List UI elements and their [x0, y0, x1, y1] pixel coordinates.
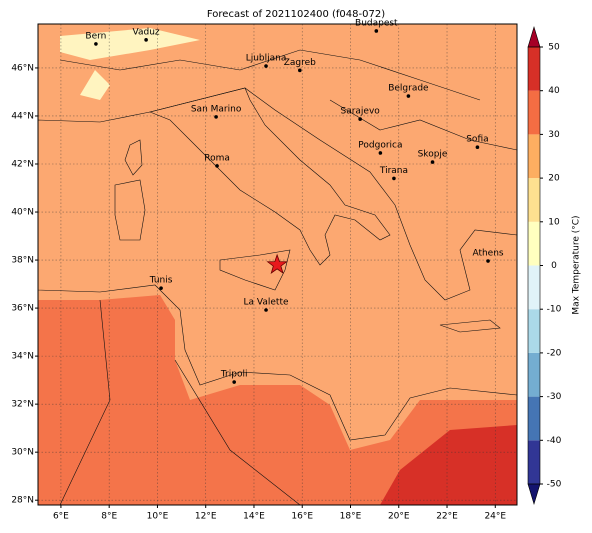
colorbar-over [527, 25, 541, 48]
city-label: Sofia [466, 135, 488, 145]
y-tick-label: 46°N [11, 63, 34, 73]
event-star [266, 253, 288, 274]
sea [38, 87, 517, 441]
x-tick-label: 10°E [147, 512, 169, 522]
city-label: Sarajevo [340, 107, 380, 117]
colorbar-tick-label: 10 [548, 217, 560, 227]
city-label: Tripoli [220, 370, 248, 380]
x-tick-label: 6°E [53, 512, 69, 522]
italy [149, 87, 391, 266]
x-tick-label: 20°E [388, 512, 410, 522]
city-dot [94, 42, 98, 46]
y-tick-label: 28°N [11, 496, 34, 506]
city-label: Vaduz [133, 27, 160, 37]
y-tick-label: 42°N [11, 160, 34, 170]
city-dot [264, 64, 268, 68]
colorbar-segment [528, 265, 540, 310]
city-dot [215, 164, 219, 168]
colorbar: -50 -40 -30 -20 -10 0 10 20 30 40 50 [527, 25, 562, 506]
title: Forecast of 2021102400 (f048-072) [207, 9, 385, 20]
x-tick-label: 12°E [195, 512, 217, 522]
x-tick-label: 24°E [484, 512, 506, 522]
colorbar-tick-label: 40 [548, 86, 560, 96]
city-label: Tirana [379, 166, 408, 176]
x-tick-label: 16°E [291, 512, 313, 522]
city-dot [144, 38, 148, 42]
grid: 6°E 8°E 10°E 12°E 14°E 16°E 18°E 20°E 22°E 24°E 28… [11, 24, 517, 522]
city-label: Athens [472, 249, 503, 259]
colorbar-segment [528, 309, 540, 353]
x-tick-label: 8°E [101, 512, 117, 522]
city-dot [214, 115, 218, 119]
city-dot [298, 68, 302, 73]
city-dot [374, 29, 379, 33]
y-tick-label: 36°N [11, 304, 34, 314]
crete [439, 319, 501, 333]
corsica [124, 139, 143, 176]
y-tick-label: 30°N [11, 448, 34, 458]
sicily [219, 249, 291, 291]
city-dot [406, 94, 411, 98]
map-frame [37, 23, 518, 506]
city-label: Tunis [149, 276, 173, 286]
city-dot [430, 160, 435, 164]
city-label: Bern [85, 31, 106, 41]
colorbar-tick-label: -40 [547, 436, 562, 446]
colorbar-under [527, 483, 541, 506]
city-label: Ljubljana [246, 54, 287, 64]
colorbar-tick-label: -30 [547, 392, 562, 402]
y-tick-label: 44°N [11, 111, 34, 121]
warm-land [38, 295, 517, 505]
colorbar-segment [528, 396, 540, 441]
x-tick-label: 18°E [340, 512, 362, 522]
y-tick-label: 40°N [11, 208, 34, 218]
colorbar-segment [528, 47, 540, 91]
colorbar-tick-label: 0 [551, 261, 557, 271]
city-dot [232, 380, 236, 384]
city-label: San Marino [191, 104, 242, 114]
city-dot [486, 259, 490, 263]
x-tick-label: 22°E [436, 512, 458, 522]
city-label: Belgrade [388, 84, 429, 94]
borders [59, 49, 517, 505]
city-label: Podgorica [358, 140, 402, 150]
city-dot [475, 145, 480, 149]
city-label: Budapest [355, 18, 398, 28]
colorbar-segment [528, 221, 540, 266]
x-tick-label: 14°E [243, 512, 265, 522]
colorbar-tick-label: 50 [548, 43, 560, 53]
city-dot [264, 308, 268, 312]
colorbar-tick-label: 30 [548, 130, 560, 140]
colorbar-tick-label: -10 [547, 305, 562, 315]
y-tick-label: 38°N [11, 256, 34, 266]
colorbar-segment [528, 90, 540, 135]
colorbar-tick-label: -50 [547, 480, 562, 490]
city-dot [159, 286, 163, 290]
city-label: Skopje [418, 150, 448, 160]
y-tick-label: 34°N [11, 352, 34, 362]
cool-land [60, 28, 200, 100]
colorbar-tick-label: 20 [548, 174, 560, 184]
city-label: Roma [204, 153, 230, 163]
colorbar-segment [528, 178, 540, 222]
colorbar-segment [528, 134, 540, 179]
colorbar-segment [528, 440, 540, 484]
colorbar-tick-label: -20 [547, 348, 562, 358]
city-label: Zagreb [284, 58, 316, 68]
colorbar-segment [528, 352, 540, 397]
sardinia [114, 179, 146, 241]
city-dot [378, 151, 383, 155]
hot-land [380, 425, 517, 505]
city-dot [358, 117, 362, 121]
colorbar-label: Max Temperature (°C) [572, 215, 582, 314]
y-tick-label: 32°N [11, 400, 34, 410]
city-label: La Valette [244, 298, 289, 308]
city-dot [392, 176, 396, 181]
